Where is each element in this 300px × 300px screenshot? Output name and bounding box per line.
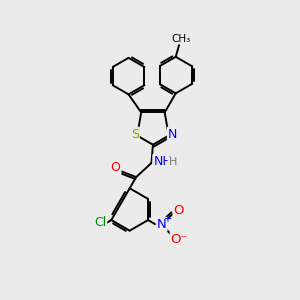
Text: O⁻: O⁻	[171, 233, 188, 246]
Text: O: O	[173, 204, 184, 217]
Text: N: N	[157, 218, 166, 231]
Text: H: H	[169, 158, 177, 167]
Text: Cl: Cl	[94, 216, 106, 229]
Text: CH₃: CH₃	[171, 34, 190, 44]
Text: NH: NH	[153, 155, 172, 168]
Text: O: O	[111, 161, 121, 174]
Text: +: +	[163, 214, 171, 224]
Text: S: S	[131, 128, 139, 141]
Text: N: N	[168, 128, 177, 141]
